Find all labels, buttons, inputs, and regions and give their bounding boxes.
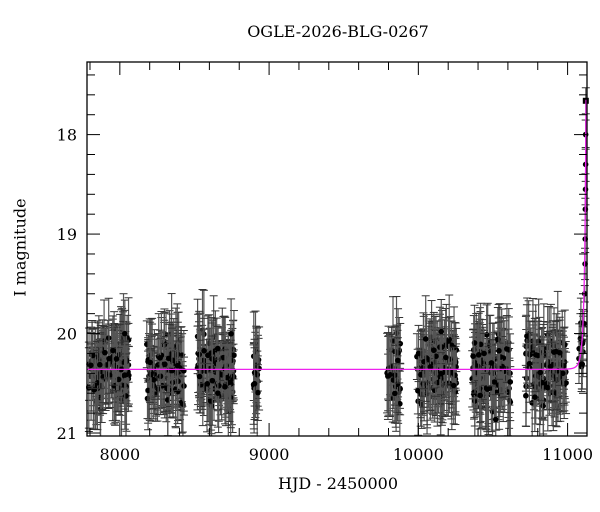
- y-tick-label: 20: [57, 325, 77, 344]
- x-tick-label: 8000: [99, 445, 140, 464]
- x-axis-label: HJD - 2450000: [277, 474, 399, 493]
- axes: 8000 9000 10000 11000 18 19 20 21: [57, 61, 593, 464]
- chart-title: OGLE-2026-BLG-0267: [247, 22, 429, 41]
- y-tick-label: 18: [57, 126, 77, 145]
- y-tick-label: 21: [57, 424, 77, 443]
- data-points: [84, 87, 590, 437]
- y-tick-label: 19: [57, 225, 77, 244]
- x-tick-label: 9000: [249, 445, 290, 464]
- x-tick-label: 11000: [542, 445, 593, 464]
- x-tick-label: 10000: [393, 445, 444, 464]
- model-curve: [87, 99, 588, 371]
